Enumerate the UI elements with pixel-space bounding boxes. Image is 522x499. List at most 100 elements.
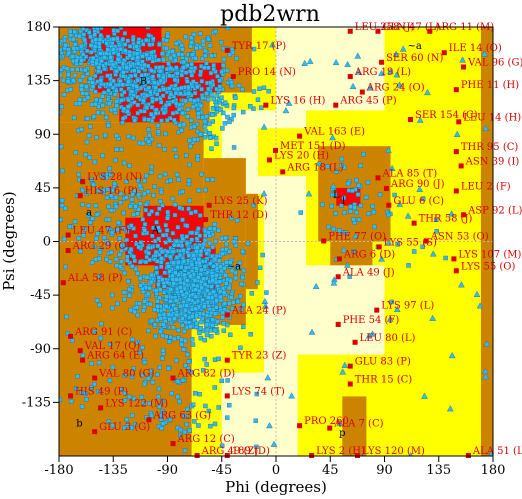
residue-point (215, 74, 220, 79)
residue-point (352, 205, 357, 210)
residue-point (189, 73, 194, 78)
residue-point (122, 391, 128, 396)
residue-point (201, 65, 207, 70)
residue-point (135, 271, 140, 276)
glycine-point (269, 41, 276, 48)
residue-point (176, 243, 181, 248)
residue-point (130, 56, 135, 61)
outlier-label: TYR 23 (Z) (232, 351, 287, 362)
residue-point (199, 171, 204, 177)
glycine-point (396, 200, 404, 207)
residue-point (156, 281, 161, 287)
residue-point (86, 212, 91, 218)
outlier-label: PRO 260 (304, 416, 349, 427)
residue-point (106, 419, 112, 424)
residue-point (156, 73, 161, 79)
residue-point (229, 295, 234, 300)
residue-point (167, 316, 172, 322)
residue-point (193, 56, 198, 61)
residue-point (221, 290, 227, 295)
outlier-marker (456, 119, 462, 125)
residue-point (82, 67, 88, 73)
residue-point (63, 206, 68, 211)
residue-point (168, 91, 174, 97)
residue-point (222, 301, 228, 306)
residue-point (159, 51, 165, 56)
residue-point (207, 43, 213, 48)
residue-point (204, 322, 209, 328)
residue-point (74, 58, 79, 64)
residue-point (221, 56, 227, 62)
residue-point (165, 209, 170, 215)
residue-point (161, 110, 167, 116)
residue-point (223, 235, 228, 241)
outlier-marker (386, 202, 392, 208)
residue-point (83, 152, 88, 157)
residue-point (164, 45, 169, 51)
residue-point (201, 42, 206, 47)
residue-point (193, 209, 198, 214)
residue-point (153, 333, 158, 339)
glycine-point (354, 52, 362, 59)
residue-point (122, 398, 128, 403)
residue-point (336, 228, 342, 233)
residue-point (107, 101, 112, 106)
residue-point (91, 244, 97, 249)
residue-point (121, 106, 127, 112)
residue-point (169, 391, 174, 396)
outlier-marker (374, 307, 380, 313)
residue-point (180, 189, 185, 194)
residue-point (118, 47, 123, 52)
residue-point (329, 203, 334, 209)
outlier-label: ARG 6 (D) (343, 249, 395, 260)
residue-point (186, 178, 192, 184)
outlier-marker (375, 28, 381, 34)
glycine-point (446, 405, 454, 412)
residue-point (156, 225, 161, 230)
residue-point (170, 48, 175, 54)
residue-point (195, 84, 200, 90)
residue-point (142, 82, 147, 88)
residue-point (155, 304, 160, 309)
residue-point (153, 265, 159, 271)
residue-point (73, 150, 78, 155)
y-axis-label: Psi (degrees) (0, 191, 18, 290)
residue-point (79, 87, 84, 92)
residue-point (116, 52, 121, 57)
glycine-point (329, 134, 336, 141)
residue-point (210, 244, 216, 250)
residue-point (67, 29, 73, 34)
y-tick-label: -90 (30, 342, 51, 357)
residue-point (209, 92, 214, 98)
residue-point (80, 187, 85, 193)
residue-point (135, 312, 141, 318)
residue-point (150, 74, 156, 79)
residue-point (77, 77, 83, 83)
residue-point (251, 106, 256, 111)
outlier-marker (458, 163, 464, 169)
region-letter-labels: Aa Bb Ll ~a ~a p (76, 41, 422, 439)
outlier-marker (297, 423, 303, 429)
residue-point (233, 95, 238, 100)
outlier-label: LYS 107 (M) (458, 249, 521, 260)
residue-point (146, 117, 151, 122)
residue-point (227, 249, 232, 254)
residue-point (217, 78, 222, 84)
residue-point (257, 86, 262, 92)
residue-point (264, 290, 269, 295)
residue-point (71, 45, 77, 51)
residue-point (199, 267, 204, 273)
residue-point (105, 47, 110, 52)
outlier-label: ALA 7 (C) (333, 419, 383, 430)
residue-point (202, 118, 208, 124)
residue-point (213, 29, 218, 34)
residue-point (199, 285, 204, 291)
residue-point (220, 251, 225, 257)
residue-point (174, 277, 179, 282)
residue-point (181, 328, 187, 334)
residue-point (160, 421, 166, 426)
residue-point (194, 266, 199, 271)
outlier-label: PRO 14 (N) (238, 67, 296, 78)
residue-point (175, 378, 181, 384)
residue-point (121, 290, 127, 295)
